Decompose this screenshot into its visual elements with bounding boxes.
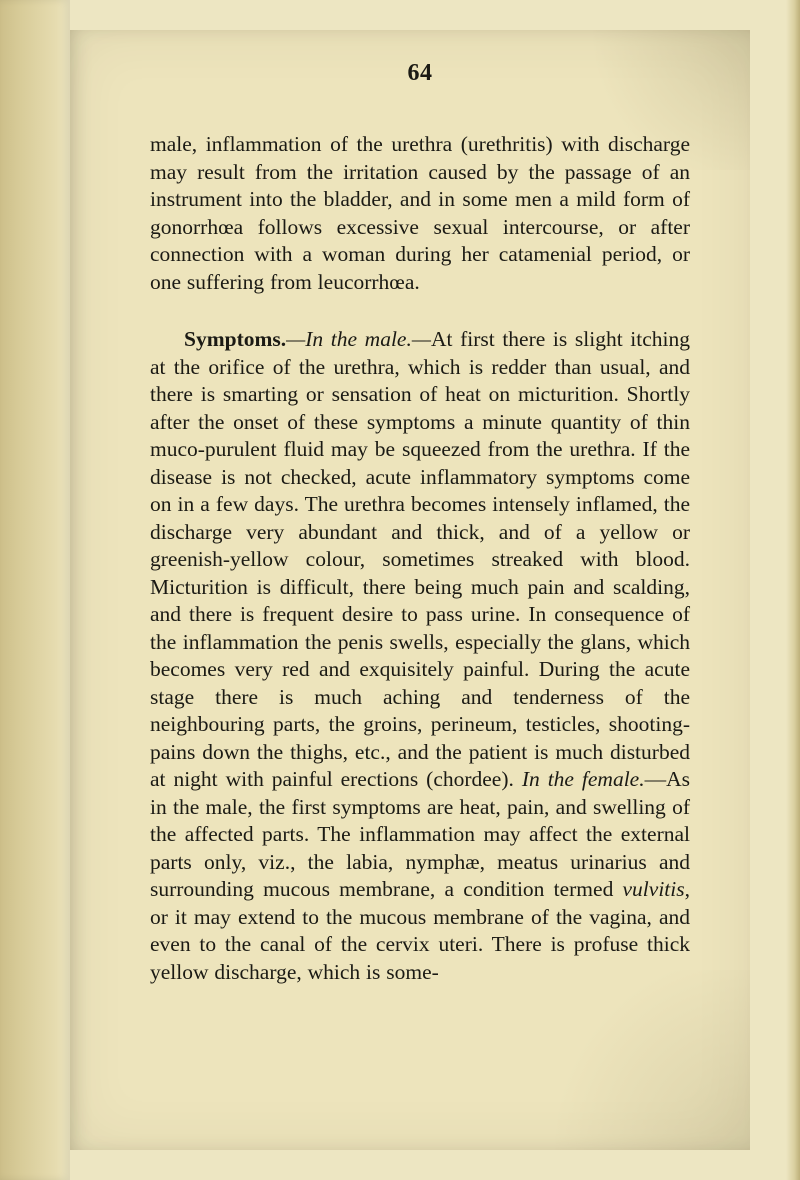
em-vulvitis: vulvitis [623,877,685,901]
page-shadow [530,970,750,1150]
page-number: 64 [150,60,690,87]
book-gutter [0,0,70,1180]
section-heading-symptoms: Symptoms. [184,327,286,351]
page-right-edge [786,0,800,1180]
book-page: 64 male, inflammation of the urethra (ur… [70,30,750,1150]
em-in-the-female: In the female. [522,767,645,791]
paragraph-1: male, inflammation of the urethra (ureth… [150,131,690,296]
em-in-the-male: —In the male.— [286,327,431,351]
paragraph-2: Symptoms.—In the male.—At first there is… [150,326,690,986]
paragraph-2-body-a: At first there is slight itching at the … [150,327,690,791]
